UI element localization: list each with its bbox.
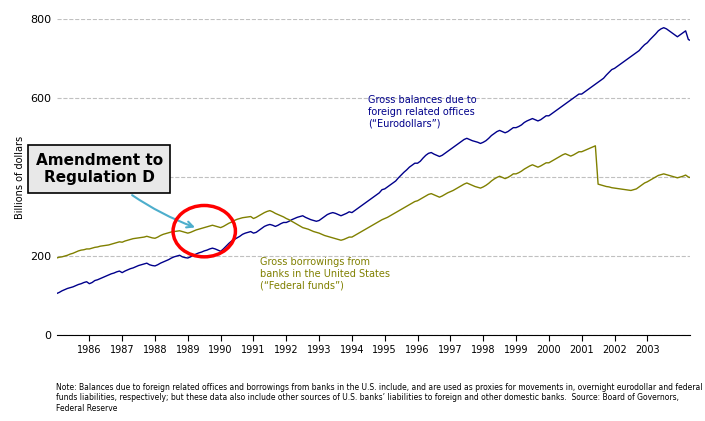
Text: Amendment to
Regulation D: Amendment to Regulation D: [36, 153, 193, 227]
Text: Gross balances due to
foreign related offices
(“Eurodollars”): Gross balances due to foreign related of…: [368, 95, 477, 128]
Text: Gross borrowings from
banks in the United States
(“Federal funds”): Gross borrowings from banks in the Unite…: [260, 257, 390, 290]
Y-axis label: Billions of dollars: Billions of dollars: [15, 136, 25, 218]
Text: Note: Balances due to foreign related offices and borrowings from banks in the U: Note: Balances due to foreign related of…: [56, 383, 703, 413]
